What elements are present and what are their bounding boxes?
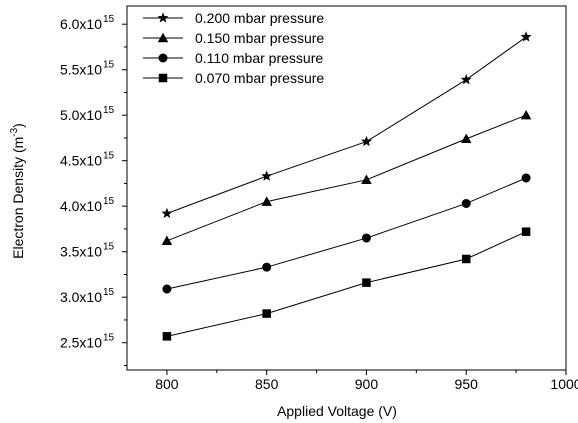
- y-tick-exponent: 15: [103, 287, 115, 298]
- y-tick-label: 2.5x10: [60, 335, 102, 351]
- legend-label: 0.150 mbar pressure: [195, 30, 324, 46]
- y-axis-label-base: Electron Density (m: [10, 137, 26, 259]
- legend-marker-star: [157, 12, 169, 23]
- legend-marker-circle: [158, 53, 168, 63]
- data-point-square: [362, 278, 371, 287]
- y-tick-label: 4.5x10: [60, 153, 102, 169]
- y-tick-exponent: 15: [103, 196, 115, 207]
- y-tick-label: 3.5x10: [60, 244, 102, 260]
- data-point-circle: [461, 198, 471, 208]
- data-point-square: [162, 332, 172, 341]
- data-point-star: [261, 170, 273, 181]
- data-point-square: [262, 309, 271, 318]
- plot-area: [126, 5, 567, 371]
- data-point-square: [461, 254, 471, 264]
- y-axis-label-end: ): [10, 123, 26, 128]
- y-tick-exponent: 15: [103, 151, 115, 162]
- data-point-triangle: [460, 133, 472, 144]
- y-tick-label: 3.0x10: [60, 289, 102, 305]
- y-tick-exponent: 15: [103, 242, 115, 253]
- x-tick-label: 900: [355, 376, 379, 392]
- series-line-triangle: [166, 114, 527, 242]
- x-axis-label: Applied Voltage (V): [277, 403, 397, 419]
- y-tick-label: 5.5x10: [60, 62, 102, 78]
- legend-label: 0.110 mbar pressure: [195, 50, 323, 66]
- data-point-star: [460, 73, 472, 85]
- y-tick-exponent: 15: [103, 60, 115, 71]
- data-point-square: [521, 227, 531, 236]
- x-tick-label: 800: [155, 376, 179, 392]
- y-tick-label: 6.0x10: [60, 16, 102, 32]
- y-tick-exponent: 15: [103, 105, 115, 116]
- series-line-square: [166, 231, 527, 337]
- y-tick-exponent: 15: [103, 14, 115, 25]
- data-point-triangle: [520, 109, 532, 120]
- data-point-circle: [521, 173, 531, 183]
- y-axis-label: Electron Density (m-3): [9, 123, 26, 259]
- legend-label: 0.200 mbar pressure: [195, 10, 324, 26]
- plot-frame: [126, 5, 567, 371]
- series-markers: [161, 31, 532, 341]
- data-point-triangle: [361, 174, 372, 185]
- x-tick-label: 850: [255, 376, 279, 392]
- series-line-circle: [166, 177, 527, 290]
- data-point-circle: [361, 233, 371, 243]
- y-axis-label-sup: -3: [9, 127, 20, 136]
- data-point-star: [161, 207, 173, 219]
- data-point-star: [360, 135, 372, 147]
- data-point-triangle: [161, 235, 173, 245]
- y-tick-label: 5.0x10: [60, 107, 102, 123]
- x-tick-label: 950: [455, 376, 479, 392]
- legend-label: 0.070 mbar pressure: [195, 70, 324, 86]
- y-tick-exponent: 15: [103, 333, 115, 344]
- legend: 0.200 mbar pressure 0.150 mbar pressure 0.…: [143, 10, 324, 86]
- legend-marker-square: [158, 73, 168, 83]
- data-point-circle: [262, 262, 272, 272]
- y-tick-label: 4.0x10: [60, 198, 102, 214]
- data-point-circle: [162, 284, 172, 294]
- x-tick-label: 1000: [550, 376, 578, 392]
- data-point-star: [520, 31, 532, 42]
- axis-ticks: [122, 23, 567, 375]
- data-point-triangle: [261, 196, 272, 206]
- legend-marker-triangle: [157, 32, 169, 43]
